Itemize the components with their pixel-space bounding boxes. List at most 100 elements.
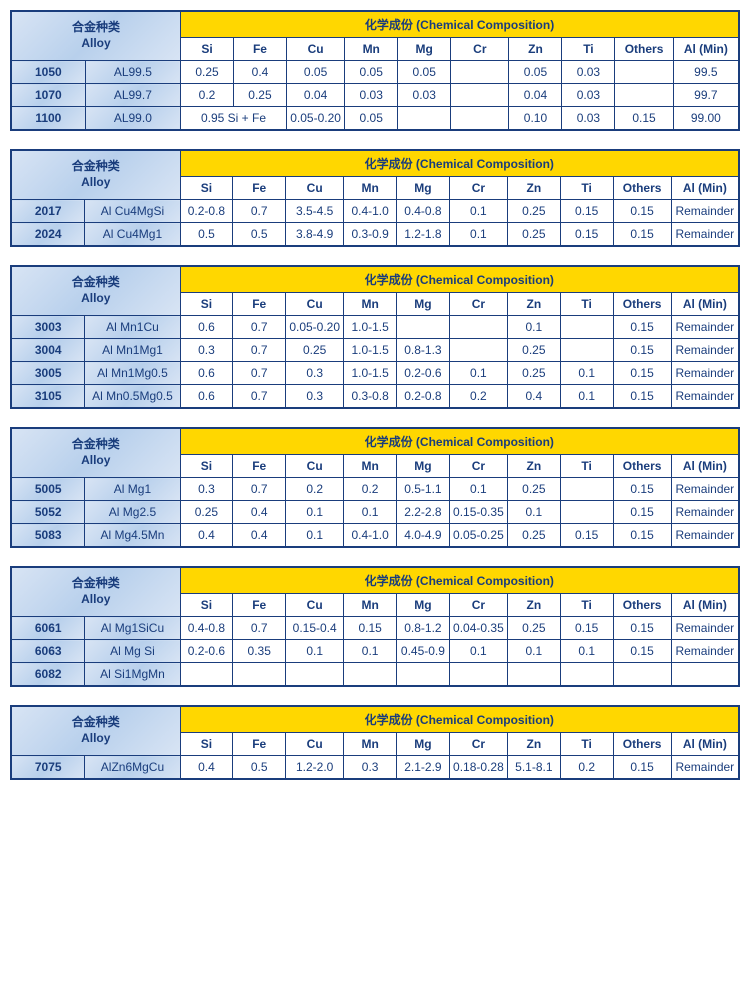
column-header: Others: [613, 594, 671, 617]
composition-header: 化学成份 (Chemical Composition): [180, 567, 739, 594]
cell-others: [615, 61, 673, 84]
cell-al: 99.7: [673, 84, 739, 107]
column-header: Cr: [449, 177, 507, 200]
alloy-code: 1100: [11, 107, 85, 131]
alloy-designation: Al Mg Si: [85, 640, 180, 663]
column-header: Mn: [344, 455, 397, 478]
composition-table: 合金种类Alloy化学成份 (Chemical Composition)SiFe…: [10, 705, 740, 780]
column-header: Fe: [233, 455, 286, 478]
cell-cu: 0.1: [286, 524, 344, 548]
cell-mg: [398, 107, 451, 131]
cell-cu: 3.8-4.9: [286, 223, 344, 247]
column-header: Cr: [449, 455, 507, 478]
cell-zn: 0.1: [507, 316, 560, 339]
cell-others: 0.15: [615, 107, 673, 131]
table-row: 3105Al Mn0.5Mg0.50.60.70.30.3-0.80.2-0.8…: [11, 385, 739, 409]
alloy-designation: Al Si1MgMn: [85, 663, 180, 687]
cell-al: [671, 663, 739, 687]
cell-al: Remainder: [671, 385, 739, 409]
cell-al: 99.00: [673, 107, 739, 131]
alloy-code: 2017: [11, 200, 85, 223]
table-row: 5083Al Mg4.5Mn0.40.40.10.4-1.04.0-4.90.0…: [11, 524, 739, 548]
column-header: Ti: [560, 177, 613, 200]
cell-ti: [560, 663, 613, 687]
column-header: Ti: [560, 455, 613, 478]
alloy-designation: Al Mn1Mg1: [85, 339, 180, 362]
cell-others: 0.15: [613, 223, 671, 247]
cell-zn: 0.10: [509, 107, 562, 131]
cell-al: Remainder: [671, 617, 739, 640]
column-header: Cr: [451, 38, 509, 61]
tables-container: 合金种类Alloy化学成份 (Chemical Composition)SiFe…: [10, 10, 740, 780]
column-header: Zn: [509, 38, 562, 61]
composition-table: 合金种类Alloy化学成份 (Chemical Composition)SiFe…: [10, 566, 740, 687]
column-header: Al (Min): [671, 733, 739, 756]
composition-header: 化学成份 (Chemical Composition): [180, 706, 739, 733]
column-header: Fe: [233, 594, 286, 617]
cell-fe: 0.5: [233, 223, 286, 247]
alloy-code: 5052: [11, 501, 85, 524]
cell-ti: 0.03: [562, 61, 615, 84]
cell-cu: 0.3: [286, 385, 344, 409]
cell-ti: 0.15: [560, 524, 613, 548]
column-header: Zn: [507, 733, 560, 756]
cell-si: 0.6: [180, 362, 233, 385]
cell-zn: 0.4: [507, 385, 560, 409]
cell-si: 0.4: [180, 756, 233, 780]
cell-si: 0.2: [181, 84, 234, 107]
table-row: 3004Al Mn1Mg10.30.70.251.0-1.50.8-1.30.2…: [11, 339, 739, 362]
cell-zn: 0.25: [507, 339, 560, 362]
cell-cu: 0.3: [286, 362, 344, 385]
column-header: Mn: [344, 733, 397, 756]
cell-cr: [449, 339, 507, 362]
cell-ti: 0.15: [560, 223, 613, 247]
alloy-header: 合金种类Alloy: [11, 11, 181, 61]
cell-al: Remainder: [671, 640, 739, 663]
cell-fe: [233, 663, 286, 687]
cell-al: Remainder: [671, 339, 739, 362]
cell-cr: [451, 84, 509, 107]
cell-mn: 1.0-1.5: [344, 362, 397, 385]
column-header: Al (Min): [671, 177, 739, 200]
alloy-header: 合金种类Alloy: [11, 567, 180, 617]
cell-si: 0.25: [181, 61, 234, 84]
table-row: 7075AlZn6MgCu0.40.51.2-2.00.32.1-2.90.18…: [11, 756, 739, 780]
column-header: Cu: [286, 177, 344, 200]
column-header: Zn: [507, 293, 560, 316]
cell-fe: 0.7: [233, 200, 286, 223]
column-header: Zn: [507, 177, 560, 200]
cell-cr: [449, 316, 507, 339]
alloy-designation: Al Mg1: [85, 478, 180, 501]
cell-mn: 0.03: [345, 84, 398, 107]
column-header: Cu: [286, 38, 344, 61]
cell-mn: 1.0-1.5: [344, 339, 397, 362]
alloy-code: 7075: [11, 756, 85, 780]
cell-mn: 0.1: [344, 501, 397, 524]
cell-zn: 0.04: [509, 84, 562, 107]
cell-fe: 0.7: [233, 478, 286, 501]
cell-cr: 0.1: [449, 223, 507, 247]
cell-cu: 0.04: [286, 84, 344, 107]
cell-others: [615, 84, 673, 107]
alloy-designation: AL99.5: [85, 61, 180, 84]
cell-mn: [344, 663, 397, 687]
cell-zn: 0.1: [507, 501, 560, 524]
cell-mg: [397, 663, 450, 687]
alloy-designation: AL99.7: [85, 84, 180, 107]
cell-mg: 0.8-1.3: [397, 339, 450, 362]
column-header: Si: [181, 38, 234, 61]
cell-mg: 4.0-4.9: [397, 524, 450, 548]
column-header: Mg: [398, 38, 451, 61]
cell-cu: 0.1: [286, 501, 344, 524]
alloy-code: 5083: [11, 524, 85, 548]
alloy-designation: Al Mn1Cu: [85, 316, 180, 339]
column-header: Mn: [345, 38, 398, 61]
composition-header: 化学成份 (Chemical Composition): [181, 11, 739, 38]
table-row: 2024Al Cu4Mg10.50.53.8-4.90.3-0.91.2-1.8…: [11, 223, 739, 247]
alloy-designation: Al Mn0.5Mg0.5: [85, 385, 180, 409]
cell-al: Remainder: [671, 756, 739, 780]
composition-table: 合金种类Alloy化学成份 (Chemical Composition)SiFe…: [10, 265, 740, 409]
column-header: Zn: [507, 455, 560, 478]
column-header: Cr: [449, 594, 507, 617]
column-header: Mg: [397, 594, 450, 617]
